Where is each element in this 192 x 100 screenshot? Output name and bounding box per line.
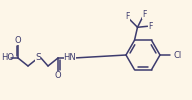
Text: F: F bbox=[148, 22, 153, 31]
Text: F: F bbox=[142, 10, 147, 19]
Text: Cl: Cl bbox=[174, 50, 182, 60]
Text: O: O bbox=[15, 36, 21, 45]
Text: HN: HN bbox=[64, 52, 76, 62]
Text: S: S bbox=[35, 54, 41, 62]
Text: O: O bbox=[55, 71, 61, 80]
Text: HO: HO bbox=[2, 54, 15, 62]
Text: F: F bbox=[125, 12, 130, 21]
